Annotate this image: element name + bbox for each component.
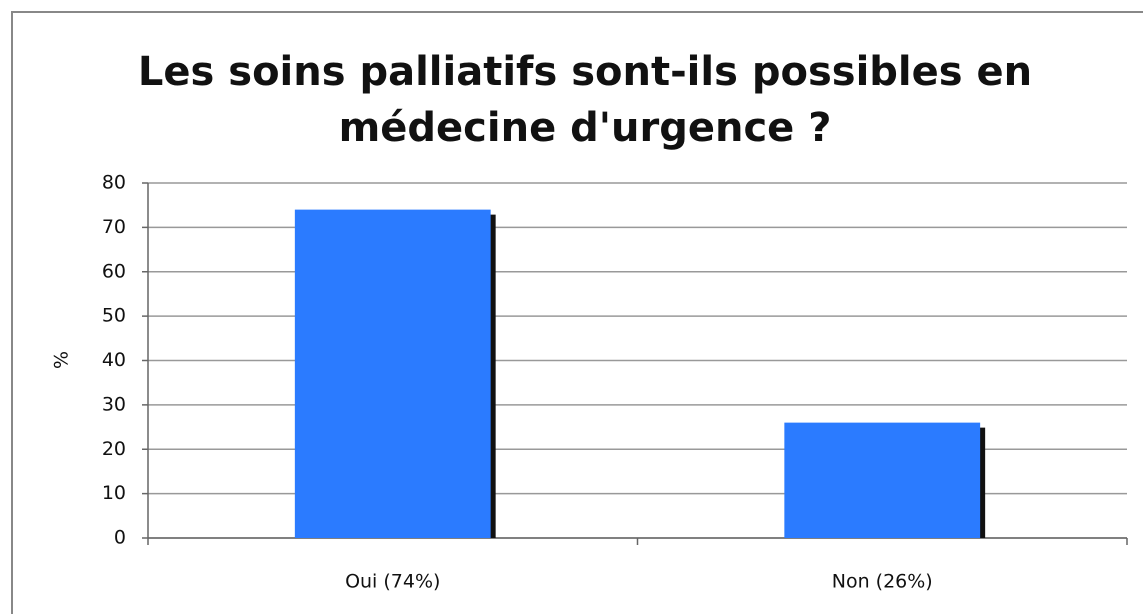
y-tick-label: 40 — [102, 349, 126, 371]
bar — [784, 422, 981, 538]
y-tick-label: 20 — [102, 438, 126, 460]
y-tick-label: 60 — [102, 260, 126, 282]
y-tick-label: 30 — [102, 393, 126, 415]
y-tick-label: 80 — [102, 172, 126, 194]
x-tick-label: Oui (74%) — [345, 571, 440, 593]
y-tick-label: 10 — [102, 482, 126, 504]
y-tick-label: 50 — [102, 305, 126, 327]
y-axis-label: % — [51, 351, 73, 369]
y-tick-label: 0 — [114, 527, 126, 549]
chart-title: médecine d'urgence ? — [339, 105, 832, 151]
bar — [294, 209, 491, 538]
y-tick-label: 70 — [102, 216, 126, 238]
chart-title: Les soins palliatifs sont-ils possibles … — [138, 49, 1032, 95]
x-tick-label: Non (26%) — [832, 571, 933, 593]
